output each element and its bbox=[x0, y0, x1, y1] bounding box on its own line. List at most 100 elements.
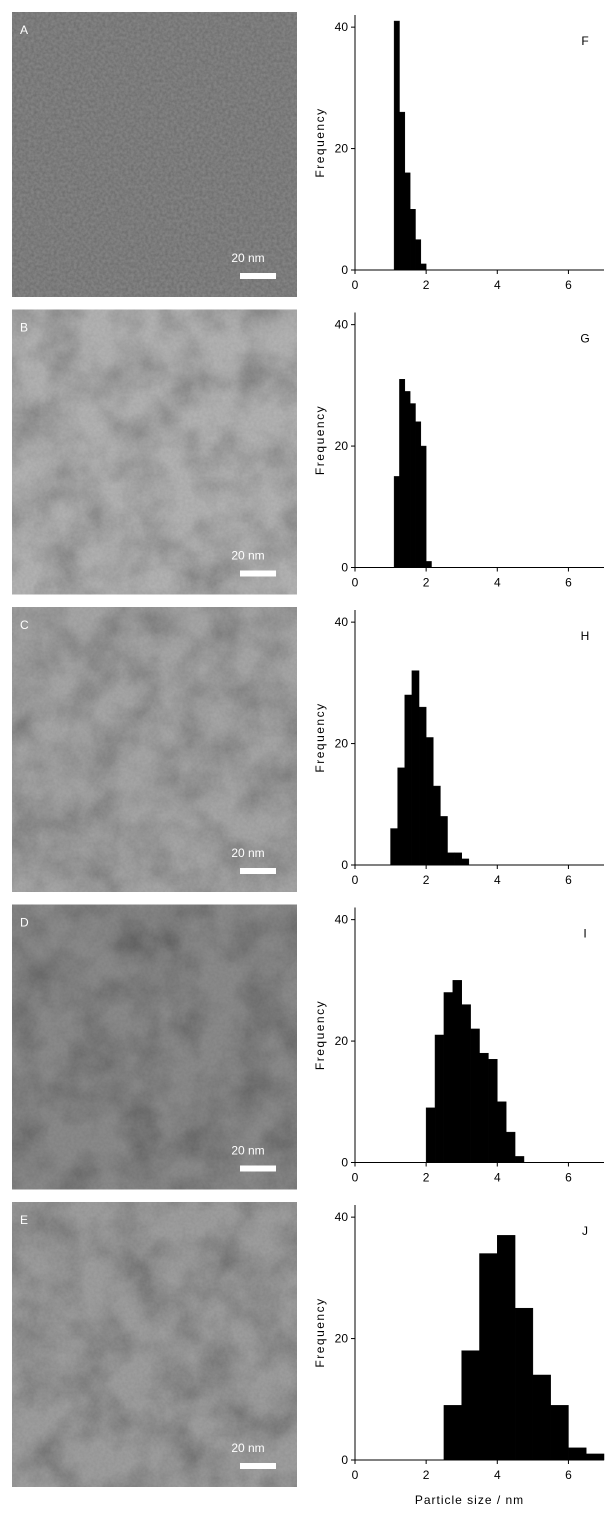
x-tick-label: 0 bbox=[352, 576, 359, 590]
y-tick-label: 20 bbox=[335, 142, 349, 156]
bar bbox=[497, 1235, 516, 1461]
bar bbox=[461, 1350, 480, 1461]
image-label: E bbox=[20, 1213, 28, 1227]
bar bbox=[447, 852, 455, 866]
x-tick-label: 6 bbox=[565, 873, 572, 887]
bar bbox=[488, 1059, 498, 1163]
image-label: B bbox=[20, 321, 28, 335]
bar bbox=[461, 1004, 471, 1163]
bar bbox=[409, 209, 416, 271]
scale-bar bbox=[240, 868, 276, 874]
panel-label: F bbox=[581, 34, 588, 48]
y-tick-label: 20 bbox=[335, 737, 349, 751]
scale-bar-label: 20 nm bbox=[231, 846, 264, 860]
scale-bar bbox=[240, 1463, 276, 1469]
x-tick-label: 2 bbox=[423, 873, 430, 887]
bar bbox=[399, 379, 406, 568]
y-axis-label: Frequency bbox=[313, 1297, 327, 1367]
y-tick-label: 0 bbox=[341, 561, 348, 575]
panel-label: I bbox=[583, 927, 586, 941]
panel-label: J bbox=[582, 1224, 588, 1238]
x-tick-label: 4 bbox=[494, 1468, 501, 1482]
tem-texture bbox=[12, 1202, 297, 1487]
scale-bar bbox=[240, 273, 276, 279]
bar bbox=[433, 785, 441, 866]
x-tick-label: 0 bbox=[352, 873, 359, 887]
tem-image bbox=[12, 12, 297, 297]
x-tick-label: 2 bbox=[423, 1468, 430, 1482]
bar bbox=[532, 1374, 551, 1461]
y-tick-label: 40 bbox=[335, 318, 349, 332]
bar bbox=[393, 476, 400, 568]
image-label: C bbox=[20, 618, 29, 632]
bar bbox=[497, 1101, 507, 1163]
scale-bar-label: 20 nm bbox=[231, 1441, 264, 1455]
bar bbox=[399, 111, 406, 271]
bar bbox=[390, 828, 398, 866]
scale-bar bbox=[240, 570, 276, 577]
bar bbox=[434, 1034, 445, 1163]
y-tick-label: 20 bbox=[335, 439, 349, 453]
y-axis-label: Frequency bbox=[313, 1000, 327, 1070]
bar bbox=[409, 403, 416, 568]
bar bbox=[425, 561, 432, 568]
bar bbox=[404, 694, 413, 866]
x-tick-label: 6 bbox=[565, 576, 572, 590]
scale-bar-label: 20 nm bbox=[231, 251, 264, 265]
bar bbox=[404, 172, 411, 271]
y-tick-label: 0 bbox=[341, 1156, 348, 1170]
bar bbox=[420, 263, 427, 271]
bar bbox=[470, 1028, 480, 1163]
y-tick-label: 20 bbox=[335, 1332, 349, 1346]
bar bbox=[425, 1107, 436, 1163]
y-tick-label: 20 bbox=[335, 1034, 349, 1048]
bar bbox=[479, 1052, 489, 1163]
x-tick-label: 0 bbox=[352, 1468, 359, 1482]
x-tick-label: 4 bbox=[494, 873, 501, 887]
bar bbox=[550, 1405, 569, 1461]
bar bbox=[411, 670, 420, 866]
x-tick-label: 4 bbox=[494, 576, 501, 590]
y-axis-label: Frequency bbox=[313, 405, 327, 475]
scale-bar-label: 20 nm bbox=[231, 549, 264, 563]
bar bbox=[415, 421, 422, 568]
image-label: D bbox=[20, 916, 29, 930]
bar bbox=[454, 852, 462, 866]
panel-label: G bbox=[580, 332, 589, 346]
tem-texture bbox=[12, 607, 297, 892]
x-tick-label: 2 bbox=[423, 278, 430, 292]
y-tick-label: 40 bbox=[335, 1210, 349, 1224]
bar bbox=[461, 858, 470, 866]
x-tick-label: 6 bbox=[565, 1171, 572, 1185]
bar bbox=[420, 445, 427, 568]
bar bbox=[585, 1453, 605, 1461]
bar bbox=[568, 1447, 587, 1461]
x-tick-label: 4 bbox=[494, 1171, 501, 1185]
x-tick-label: 0 bbox=[352, 1171, 359, 1185]
bar bbox=[505, 1131, 516, 1163]
y-tick-label: 0 bbox=[341, 858, 348, 872]
scale-bar bbox=[240, 1165, 276, 1172]
x-tick-label: 2 bbox=[423, 576, 430, 590]
bar bbox=[514, 1156, 525, 1163]
x-tick-label: 0 bbox=[352, 278, 359, 292]
y-tick-label: 40 bbox=[335, 615, 349, 629]
x-tick-label: 2 bbox=[423, 1171, 430, 1185]
y-tick-label: 0 bbox=[341, 263, 348, 277]
bar bbox=[415, 239, 422, 271]
bar bbox=[443, 992, 454, 1163]
tem-texture bbox=[12, 904, 297, 1190]
image-label: A bbox=[20, 23, 28, 37]
bar bbox=[393, 20, 400, 271]
y-axis-label: Frequency bbox=[313, 702, 327, 772]
y-axis-label: Frequency bbox=[313, 107, 327, 177]
panel-label: H bbox=[581, 629, 590, 643]
bar bbox=[397, 767, 406, 866]
bar bbox=[425, 737, 434, 866]
bar bbox=[514, 1307, 534, 1461]
y-tick-label: 40 bbox=[335, 20, 349, 34]
bar bbox=[443, 1405, 462, 1461]
bar bbox=[440, 816, 448, 866]
bar bbox=[404, 391, 411, 568]
scale-bar-label: 20 nm bbox=[231, 1144, 264, 1158]
